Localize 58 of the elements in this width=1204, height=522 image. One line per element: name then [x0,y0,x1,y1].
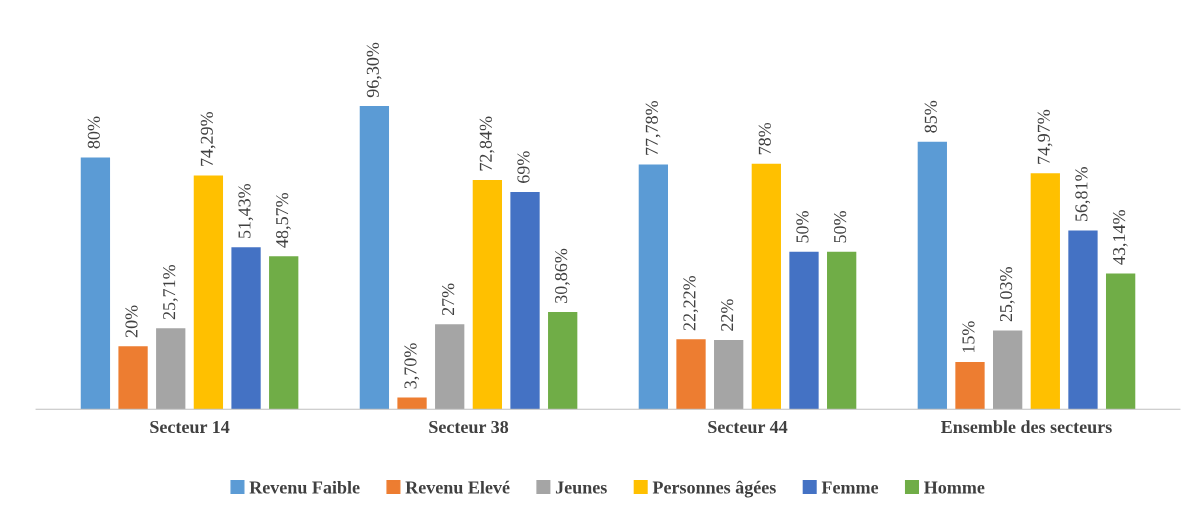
data-label: 51,43% [238,183,254,238]
bar [827,251,857,410]
bar [472,179,503,410]
data-label: 85% [924,100,937,133]
data-label: 20% [125,305,138,338]
data-label: 27% [442,283,455,316]
bar [751,163,781,410]
bar [80,157,111,410]
bar [435,324,465,410]
bar [193,175,224,410]
data-label: 56,81% [1075,167,1091,222]
data-label: 30,86% [555,248,570,303]
bar [156,328,186,410]
bar [548,312,578,410]
bar [714,339,744,410]
legend-label: Revenu Faible [249,480,360,494]
bar [789,251,819,410]
x-tick-label: Secteur 14 [150,420,230,434]
x-tick-label: Secteur 44 [708,420,788,434]
legend-label: Homme [924,481,985,494]
bar [955,362,985,410]
bar [917,141,947,410]
data-label: 69% [517,151,530,183]
data-label: 77,78% [645,101,661,155]
legend-label: Jeunes [555,481,607,494]
bar [231,247,261,410]
data-label: 43,14% [1112,210,1128,265]
bar [993,330,1023,410]
data-label: 74,29% [200,111,216,166]
legend-label: Femme [821,481,879,494]
bar [638,164,668,410]
data-label: 80% [87,116,100,149]
bar [1030,173,1060,410]
bar [1068,230,1098,410]
bar [118,346,148,410]
data-label: 96,30% [366,42,382,98]
x-tick-label: Ensemble des secteurs [941,420,1112,434]
data-label: 50% [834,211,847,243]
data-label: 50% [796,211,809,243]
bar [510,192,540,410]
bar [359,106,390,410]
bar [397,397,427,410]
legend-label: Personnes âgées [652,480,776,498]
bar [269,256,299,410]
data-label: 25,03% [999,267,1015,322]
data-label: 72,84% [479,116,495,171]
data-label: 22,22% [683,275,699,331]
data-label: 74,97% [1037,109,1053,164]
data-label: 3,70% [404,343,420,389]
data-label: 48,57% [276,192,291,248]
legend-label: Revenu Elevé [405,480,510,494]
data-label: 22% [721,299,734,331]
bar [676,339,706,410]
data-label: 78% [758,122,771,155]
data-label: 15% [962,321,975,353]
data-label: 25,71% [163,264,178,320]
x-tick-label: Secteur 38 [429,420,509,434]
bar [1105,273,1136,410]
